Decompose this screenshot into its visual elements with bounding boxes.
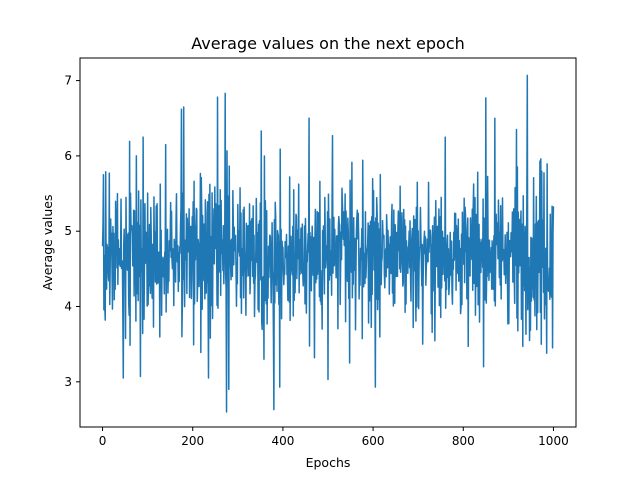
x-tick-label: 400 <box>271 434 294 448</box>
x-tick-label: 0 <box>99 434 107 448</box>
y-tick-label: 4 <box>64 300 72 314</box>
x-tick-label: 1000 <box>538 434 569 448</box>
x-axis-label: Epochs <box>306 455 351 470</box>
plot-area <box>101 74 555 413</box>
x-tick-label: 200 <box>181 434 204 448</box>
x-axis-ticks: 0 200 400 600 800 1000 <box>99 427 569 448</box>
chart-title: Average values on the next epoch <box>191 34 465 53</box>
x-tick-label: 600 <box>362 434 385 448</box>
x-tick-label: 800 <box>452 434 475 448</box>
y-tick-label: 5 <box>64 224 72 238</box>
y-axis-ticks: 3 4 5 6 7 <box>64 74 80 389</box>
y-tick-label: 3 <box>64 375 72 389</box>
axes-frame <box>79 57 577 428</box>
y-axis-label: Average values <box>40 195 55 291</box>
series-line <box>101 74 555 413</box>
y-tick-label: 6 <box>64 149 72 163</box>
y-tick-label: 7 <box>64 74 72 88</box>
